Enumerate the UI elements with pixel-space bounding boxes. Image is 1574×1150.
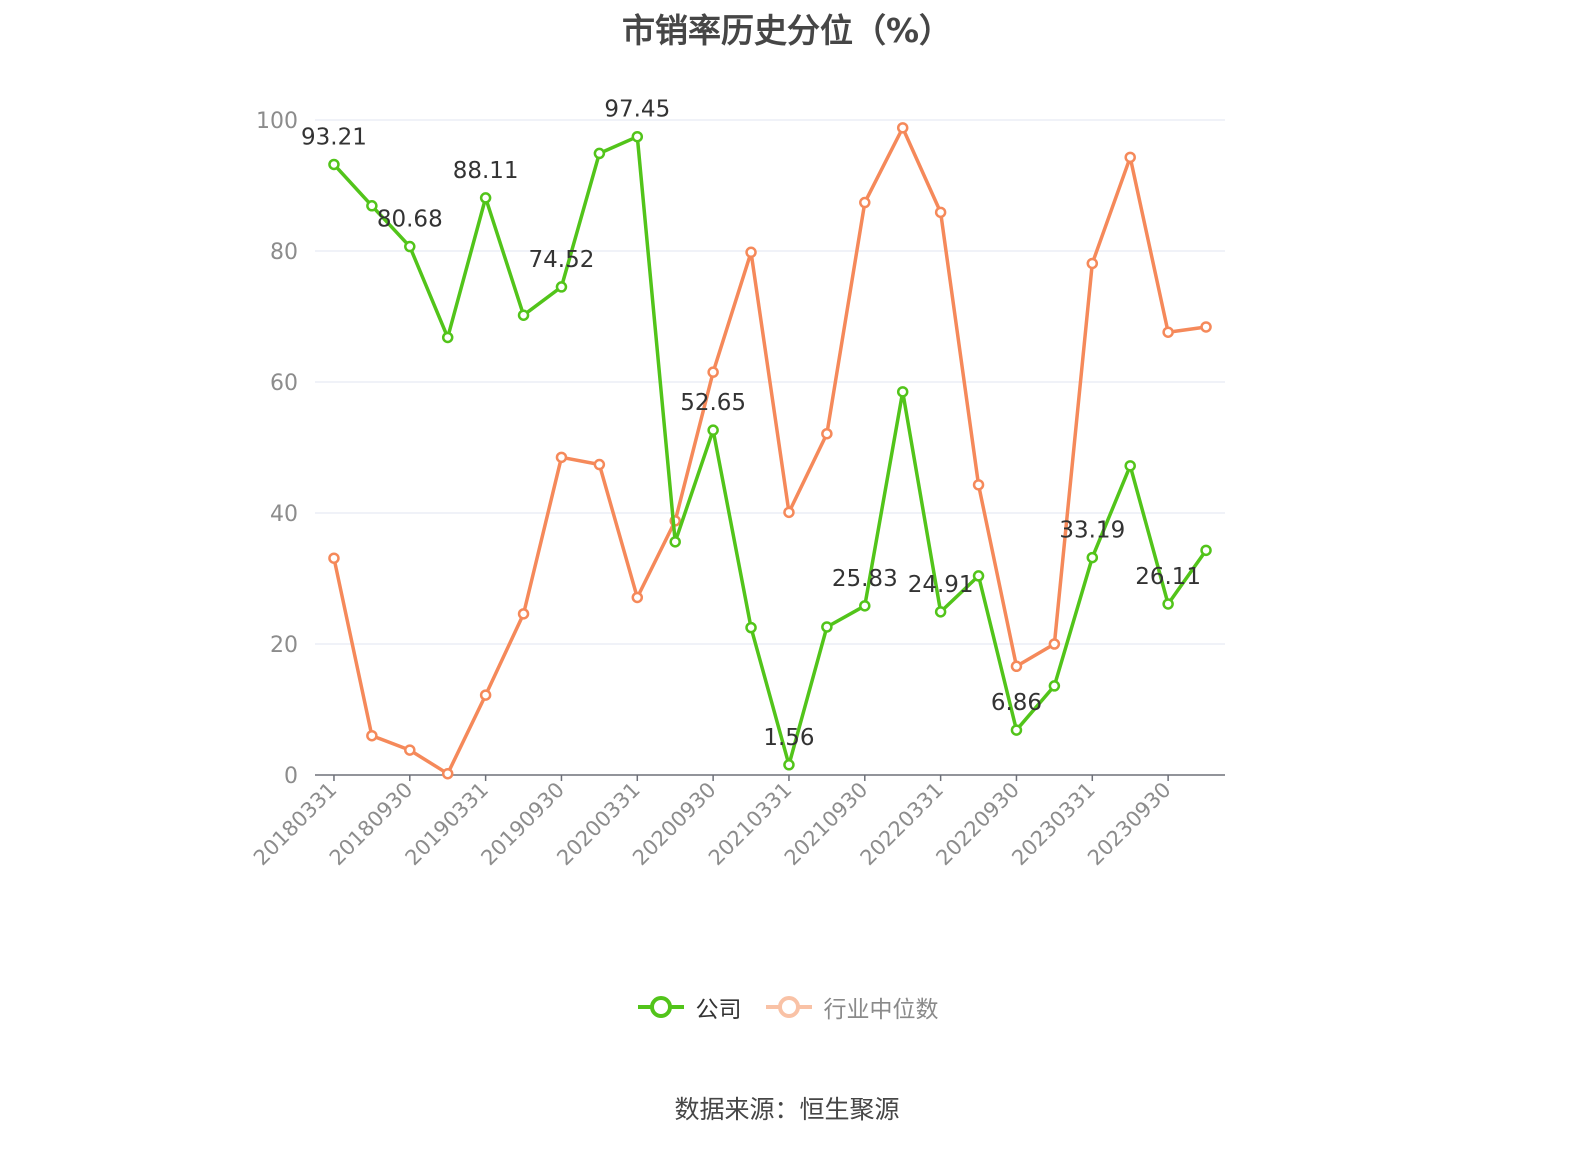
- data-point-company: [479, 192, 492, 204]
- legend-item-industry[interactable]: 行业中位数: [764, 990, 939, 1024]
- data-label-company: 1.56: [763, 725, 814, 751]
- y-tick-label: 0: [284, 764, 298, 789]
- series-line-company: [332, 134, 1208, 767]
- data-point-industry: [1162, 326, 1174, 338]
- data-point-company: [631, 130, 644, 143]
- data-point-industry: [631, 591, 644, 604]
- data-point-industry: [1048, 638, 1061, 650]
- data-point-industry: [783, 506, 795, 519]
- line-chart: 0 20 40 60 80 100 201803312018093020190331201…: [249, 97, 1225, 871]
- data-point-industry: [1200, 321, 1212, 333]
- y-tick-label: 40: [270, 502, 298, 527]
- data-point-company: [404, 240, 416, 253]
- x-tick-label: 20230930: [1083, 778, 1176, 871]
- chart-title: 市销率历史分位（%）: [621, 11, 953, 50]
- data-point-industry: [1086, 257, 1099, 270]
- data-labels: 93.21 80.68 88.11 74.52 97.45 52.65 1.56 25.83 2…: [301, 97, 1201, 751]
- y-tick-label: 100: [256, 109, 298, 134]
- data-point-company: [1010, 724, 1023, 736]
- data-point-industry: [593, 458, 606, 471]
- data-point-industry: [404, 744, 416, 756]
- y-tick-label: 80: [270, 240, 298, 265]
- data-point-company: [707, 424, 719, 436]
- data-point-industry: [441, 767, 454, 780]
- y-tick-label: 20: [270, 633, 298, 658]
- data-point-company: [745, 621, 757, 634]
- data-label-company: 52.65: [680, 390, 746, 416]
- data-point-industry: [972, 479, 985, 491]
- data-point-company: [555, 281, 568, 293]
- data-point-company: [517, 309, 530, 321]
- data-label-company: 80.68: [377, 207, 443, 233]
- legend-item-company[interactable]: 公司: [636, 990, 742, 1024]
- data-point-industry: [1124, 151, 1136, 164]
- data-point-company: [593, 147, 606, 160]
- y-axis: 0 20 40 60 80 100: [256, 109, 298, 789]
- data-point-company: [669, 536, 681, 548]
- x-axis: 2018033120180930201903312019093020200331…: [249, 774, 1225, 871]
- data-source: 数据来源：恒生聚源: [674, 1095, 900, 1124]
- data-point-company: [1162, 598, 1174, 610]
- data-point-industry: [896, 122, 909, 134]
- data-point-industry: [517, 608, 530, 620]
- data-point-industry: [366, 729, 378, 742]
- series-line-industry: [332, 126, 1207, 776]
- data-label-company: 24.91: [908, 572, 974, 598]
- data-point-industry: [1010, 660, 1023, 673]
- data-point-industry: [328, 552, 340, 564]
- data-point-company: [821, 621, 833, 633]
- data-point-company: [1200, 544, 1212, 557]
- data-point-industry: [745, 246, 757, 259]
- data-label-company: 97.45: [604, 97, 670, 123]
- data-point-company: [972, 570, 985, 582]
- data-label-company: 6.86: [991, 690, 1042, 716]
- data-point-company: [859, 600, 871, 612]
- data-point-industry: [479, 689, 492, 701]
- y-tick-label: 60: [270, 371, 298, 396]
- data-label-company: 25.83: [832, 566, 898, 592]
- data-point-company: [934, 606, 947, 618]
- series-layer: [328, 122, 1212, 780]
- legend-company-label: 公司: [695, 997, 742, 1023]
- data-label-company: 88.11: [453, 158, 519, 184]
- data-point-company: [366, 200, 378, 212]
- data-label-company: 93.21: [301, 124, 367, 150]
- data-point-industry: [555, 451, 568, 464]
- data-label-company: 33.19: [1059, 518, 1125, 544]
- data-point-company: [783, 759, 795, 771]
- data-point-company: [896, 386, 909, 398]
- data-point-industry: [707, 366, 719, 378]
- data-point-industry: [934, 206, 947, 219]
- data-point-industry: [859, 196, 871, 209]
- data-point-company: [1124, 460, 1136, 472]
- data-point-company: [441, 331, 454, 344]
- data-label-company: 26.11: [1135, 564, 1201, 590]
- legend-company-marker: [637, 996, 684, 1018]
- legend: 公司 行业中位数: [0, 990, 1574, 1024]
- data-point-company: [328, 158, 340, 171]
- data-point-company: [1086, 551, 1099, 564]
- legend-industry-label: 行业中位数: [823, 997, 939, 1023]
- legend-industry-marker: [765, 996, 812, 1018]
- data-point-industry: [821, 427, 833, 440]
- data-point-company: [1048, 680, 1061, 692]
- data-label-company: 74.52: [529, 247, 595, 273]
